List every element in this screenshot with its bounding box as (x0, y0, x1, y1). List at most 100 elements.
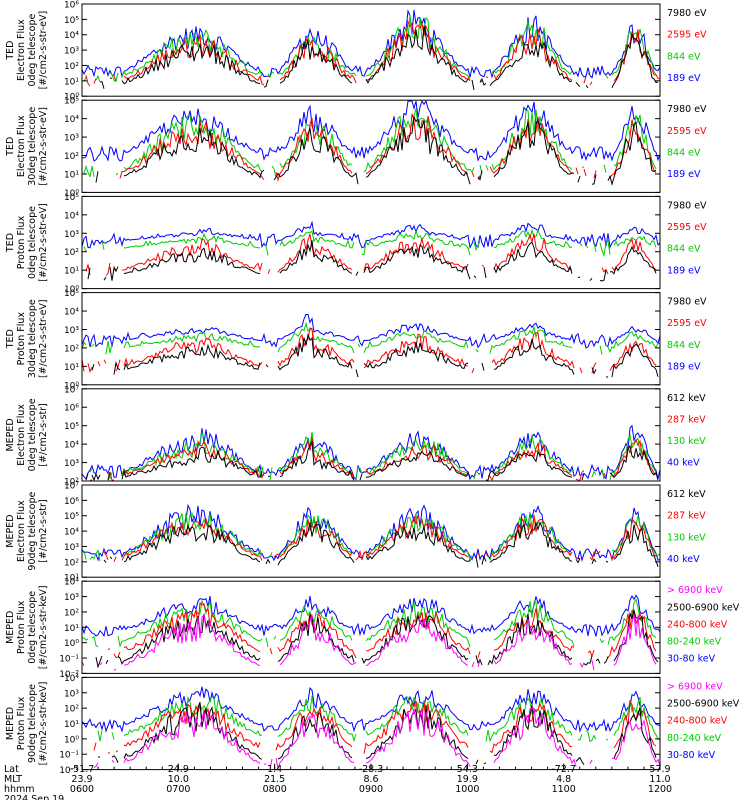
legend-entry: 7980 eV (667, 104, 707, 115)
y-tick-label: 10¹ (64, 363, 79, 373)
plot-frame (81, 388, 661, 482)
legend-entry: 189 eV (667, 361, 701, 372)
y-axis-label-line: TED (5, 137, 16, 157)
x-axis: -51.723.9060024.910.007001.421.50800-28.… (4, 763, 672, 800)
y-tick-label: 10⁵ (64, 193, 79, 203)
legend-entry: > 6900 keV (667, 585, 723, 596)
legend-entry: 7980 eV (667, 8, 707, 19)
y-axis-label-line: TED (5, 233, 16, 253)
series-line-4 (81, 220, 661, 250)
y-axis-label-line: Proton Flux (16, 600, 27, 654)
x-tick-hhmm: 0900 (359, 784, 383, 795)
y-tick-label: 10² (64, 478, 79, 488)
x-row-label: 2024 Sep 19 (4, 794, 64, 800)
legend-entry: 240-800 keV (667, 716, 728, 727)
y-tick-label: 10⁰ (64, 639, 79, 649)
legend-entry: 2595 eV (667, 222, 707, 233)
panel-2: 10⁵ 10⁴ 10³ 10² 10¹ 10⁰ TED Electron Flux 30deg … (5, 97, 707, 199)
y-axis-label-line: [#/cm2-s-str-eV] (38, 203, 49, 282)
y-axis-label-line: 0deg telescope (27, 591, 38, 664)
panel-8: 10⁴ 10³ 10² 10¹ 10⁰ 10⁻¹ 10⁻² MEPED Proton Flux 9… (5, 674, 740, 776)
y-tick-label: 10¹ (64, 624, 79, 634)
x-tick-mlt: 21.5 (264, 774, 285, 785)
y-axis-label-line: [#/cm2-s-str] (38, 499, 49, 562)
x-tick-mlt: 10.0 (168, 774, 189, 785)
y-axis-label-line: TED (5, 329, 16, 349)
series-line-4 (81, 99, 661, 162)
y-tick-label: 10⁰ (64, 381, 79, 391)
plot-frame (81, 195, 661, 290)
y-tick-label: 10⁴ (64, 674, 79, 684)
y-tick-label: 10⁴ (64, 441, 79, 451)
y-axis-label-line: [#/cm2-s-str-eV] (38, 299, 49, 378)
x-tick-hhmm: 0600 (70, 784, 94, 795)
plot-frame (81, 3, 661, 97)
legend-entry: 189 eV (667, 169, 701, 180)
series-line-2 (81, 327, 657, 374)
y-tick-label: 10⁰ (64, 189, 79, 199)
y-axis-label-line: 0deg telescope (27, 206, 38, 279)
series-line-1 (81, 613, 657, 671)
y-tick-label: 10¹ (64, 170, 79, 180)
y-tick-label: 10⁶ (64, 497, 79, 507)
y-axis-label-line: MEPED (5, 418, 16, 451)
legend-entry: 2595 eV (667, 126, 707, 137)
y-tick-label: 10¹ (64, 267, 79, 277)
panel-7: 10⁴ 10³ 10² 10¹ 10⁰ 10⁻¹ 10⁻² MEPED Proton Flux 0… (5, 578, 740, 680)
y-tick-label: 10⁵ (64, 16, 79, 26)
y-tick-label: 10⁴ (64, 528, 79, 538)
series-line-1 (91, 332, 659, 378)
legend-entry: 130 keV (667, 436, 706, 447)
y-tick-label: 10⁷ (64, 385, 79, 395)
y-axis-label-line: 90deg telescope (27, 491, 38, 570)
y-axis-label-line: MEPED (5, 611, 16, 644)
y-tick-label: 10⁵ (64, 97, 79, 107)
legend-entry: 80-240 keV (667, 637, 722, 648)
y-tick-label: 10² (64, 608, 79, 618)
panel-5: 10⁷ 10⁶ 10⁵ 10⁴ 10³ 10² MEPED Electron Flux 0deg… (5, 385, 706, 487)
y-axis-label: TED Proton Flux 30deg telescope [#/cm2-s-st… (5, 299, 49, 378)
legend-entry: 30-80 keV (667, 654, 716, 665)
y-axis-label-line: 0deg telescope (27, 398, 38, 471)
x-tick-mlt: 23.9 (71, 774, 92, 785)
y-tick-label: 10² (64, 558, 79, 568)
legend-entry: 612 keV (667, 489, 706, 500)
x-tick-mlt: 4.8 (556, 774, 571, 785)
legend-entry: 189 eV (667, 73, 701, 84)
legend-entry: 189 eV (667, 265, 701, 276)
y-tick-label: 10² (64, 62, 79, 72)
y-tick-label: 10¹ (64, 574, 79, 584)
series-line-3 (84, 230, 660, 255)
y-tick-label: 10¹ (64, 720, 79, 730)
series-line-4 (81, 9, 661, 79)
legend-entry: 7980 eV (667, 297, 707, 308)
legend-entry: 130 keV (667, 532, 706, 543)
series-line-1 (93, 707, 661, 769)
legend-entry: 80-240 keV (667, 733, 722, 744)
series-line-1 (85, 440, 659, 482)
x-row-label: hhmm (4, 784, 35, 795)
legend-entry: 287 keV (667, 511, 706, 522)
y-tick-label: 10³ (64, 593, 79, 603)
y-tick-label: 10⁵ (64, 289, 79, 299)
series-line-1 (99, 25, 659, 91)
y-tick-label: 10⁷ (64, 482, 79, 492)
legend-entry: 2595 eV (667, 30, 707, 41)
series-line-3 (81, 321, 661, 355)
series-line-1 (95, 115, 657, 186)
panel-1: 10⁶ 10⁵ 10⁴ 10³ 10² 10¹ 10⁰ TED Electron Flux 0de… (5, 1, 707, 103)
legend-entry: 40 keV (667, 554, 700, 565)
y-axis-label-line: Proton Flux (16, 215, 27, 269)
legend-entry: 2595 eV (667, 318, 707, 329)
y-tick-label: 10³ (64, 230, 79, 240)
y-tick-label: 10³ (64, 326, 79, 336)
y-tick-label: 10⁴ (64, 115, 79, 125)
y-axis-label-line: MEPED (5, 514, 16, 547)
legend-entry: 2500-6900 keV (667, 602, 740, 613)
plot-frame (81, 292, 661, 386)
y-tick-label: 10² (64, 248, 79, 258)
panel-3: 10⁵ 10⁴ 10³ 10² 10¹ 10⁰ TED Proton Flux 0deg tel… (5, 193, 707, 295)
panel-4: 10⁵ 10⁴ 10³ 10² 10¹ 10⁰ TED Proton Flux 30deg te… (5, 289, 707, 391)
y-tick-label: 10⁵ (64, 422, 79, 432)
series-line-1 (87, 240, 657, 282)
